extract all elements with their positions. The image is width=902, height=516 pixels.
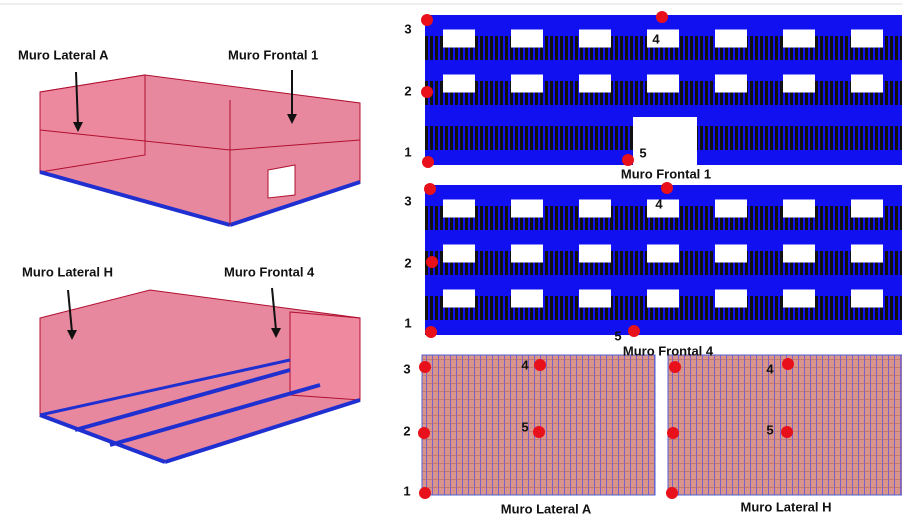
models: Muro Lateral A Muro Frontal 1 Muro Later… (18, 47, 360, 462)
window (715, 245, 747, 263)
window (579, 290, 611, 308)
node-marker (419, 361, 431, 373)
node-marker (628, 325, 640, 337)
node-label: 5 (614, 328, 621, 343)
node-marker (533, 426, 545, 438)
window (511, 245, 543, 263)
model-label: Muro Lateral H (22, 264, 113, 279)
node-label: 4 (766, 361, 774, 376)
window (511, 200, 543, 218)
wall-panel (422, 355, 655, 495)
window (511, 75, 543, 93)
node-label: 5 (766, 422, 773, 437)
window (715, 200, 747, 218)
node-label: 3 (403, 361, 410, 376)
window (647, 200, 679, 218)
window (443, 30, 475, 48)
model-label: Muro Frontal 1 (228, 47, 318, 62)
window (511, 30, 543, 48)
node-marker (782, 358, 794, 370)
window (443, 245, 475, 263)
node-label: 4 (655, 196, 663, 211)
node-label: 2 (404, 83, 411, 98)
node-marker (418, 427, 430, 439)
node-marker (425, 326, 437, 338)
node-marker (422, 156, 434, 168)
panel-caption: Muro Lateral A (501, 501, 592, 516)
window (783, 30, 815, 48)
model-1-side (40, 75, 145, 172)
window (851, 290, 883, 308)
window (511, 290, 543, 308)
window (579, 245, 611, 263)
wall-panel (668, 355, 902, 495)
window (443, 200, 475, 218)
window (579, 75, 611, 93)
window (579, 200, 611, 218)
node-label: 4 (521, 357, 529, 372)
node-label: 4 (652, 31, 660, 46)
model-label: Muro Lateral A (18, 47, 109, 62)
window (647, 290, 679, 308)
node-marker (419, 487, 431, 499)
node-label: 3 (404, 193, 411, 208)
node-label: 1 (404, 144, 411, 159)
model-label: Muro Frontal 4 (224, 264, 315, 279)
window (443, 75, 475, 93)
window (647, 245, 679, 263)
node-marker (781, 426, 793, 438)
node-marker (426, 256, 438, 268)
window (851, 245, 883, 263)
model-2-side (290, 312, 360, 400)
node-label: 5 (521, 419, 528, 434)
node-label: 3 (404, 21, 411, 36)
panel-caption: Muro Lateral H (740, 499, 831, 514)
node-marker (421, 86, 433, 98)
window (715, 75, 747, 93)
node-label: 2 (403, 423, 410, 438)
node-label: 5 (639, 145, 646, 160)
panel-caption: Muro Frontal 4 (623, 343, 714, 358)
window (851, 75, 883, 93)
node-marker (666, 487, 678, 499)
node-marker (534, 359, 546, 371)
window (783, 245, 815, 263)
node-label: 2 (404, 255, 411, 270)
node-marker (622, 154, 634, 166)
panel-caption: Muro Frontal 1 (621, 166, 711, 181)
window (443, 290, 475, 308)
node-marker (661, 182, 673, 194)
node-marker (656, 11, 668, 23)
window (579, 30, 611, 48)
node-label: 1 (404, 315, 411, 330)
node-marker (421, 14, 433, 26)
figure: Muro Lateral A Muro Frontal 1 Muro Later… (0, 0, 902, 516)
node-marker (669, 361, 681, 373)
opening (268, 165, 295, 198)
window (715, 30, 747, 48)
window (715, 290, 747, 308)
window (783, 75, 815, 93)
window (851, 30, 883, 48)
window (851, 200, 883, 218)
node-marker (667, 427, 679, 439)
window (783, 290, 815, 308)
node-marker (424, 183, 436, 195)
window (783, 200, 815, 218)
node-label: 1 (403, 483, 410, 498)
window (647, 75, 679, 93)
